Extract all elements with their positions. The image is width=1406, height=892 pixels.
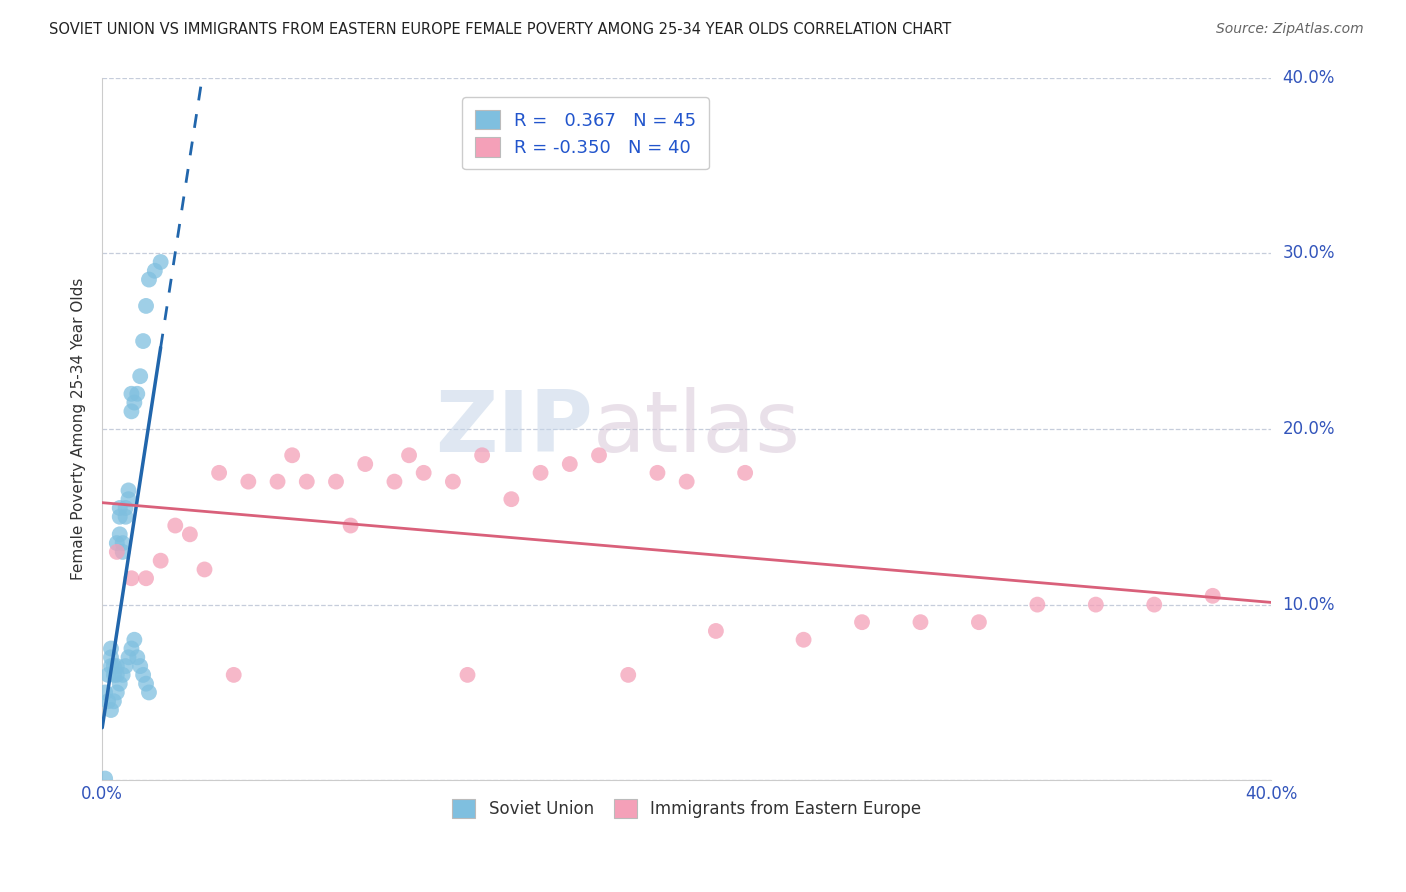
Point [100, 650, 122, 665]
Point [94, 772, 117, 786]
Point [457, 668, 479, 682]
Point [501, 492, 523, 507]
Point [734, 466, 756, 480]
Point [108, 676, 131, 690]
Y-axis label: Female Poverty Among 25-34 Year Olds: Female Poverty Among 25-34 Year Olds [72, 277, 86, 580]
Point [143, 264, 166, 278]
Point [117, 492, 139, 507]
Point [851, 615, 873, 630]
Point [100, 659, 122, 673]
Point [149, 255, 172, 269]
Point [105, 536, 128, 550]
Point [135, 571, 157, 585]
Point [325, 475, 347, 489]
Point [441, 475, 464, 489]
Point [281, 448, 304, 462]
Point [124, 632, 146, 647]
Point [100, 641, 122, 656]
Point [117, 650, 139, 665]
Point [1084, 598, 1107, 612]
Point [120, 386, 142, 401]
Point [1143, 598, 1166, 612]
Point [105, 668, 128, 682]
Point [647, 466, 669, 480]
Point [127, 650, 149, 665]
Point [94, 685, 117, 699]
Point [1202, 589, 1225, 603]
Point [97, 668, 120, 682]
Point [129, 659, 152, 673]
Point [222, 668, 245, 682]
Point [111, 536, 134, 550]
Point [108, 509, 131, 524]
Point [108, 500, 131, 515]
Point [135, 299, 157, 313]
Point [266, 475, 288, 489]
Point [1026, 598, 1049, 612]
Point [339, 518, 361, 533]
Point [120, 404, 142, 418]
Point [105, 685, 128, 699]
Point [193, 562, 215, 576]
Point [120, 641, 142, 656]
Point [103, 668, 125, 682]
Point [105, 659, 128, 673]
Point [208, 466, 231, 480]
Point [471, 448, 494, 462]
Text: 30.0%: 30.0% [1282, 244, 1334, 262]
Point [138, 685, 160, 699]
Point [354, 457, 377, 471]
Point [238, 475, 260, 489]
Legend: Soviet Union, Immigrants from Eastern Europe: Soviet Union, Immigrants from Eastern Eu… [446, 793, 928, 825]
Point [117, 483, 139, 498]
Point [108, 527, 131, 541]
Text: SOVIET UNION VS IMMIGRANTS FROM EASTERN EUROPE FEMALE POVERTY AMONG 25-34 YEAR O: SOVIET UNION VS IMMIGRANTS FROM EASTERN … [49, 22, 952, 37]
Point [704, 624, 727, 638]
Point [132, 334, 155, 348]
Text: 10.0%: 10.0% [1282, 596, 1334, 614]
Point [111, 668, 134, 682]
Text: Source: ZipAtlas.com: Source: ZipAtlas.com [1216, 22, 1364, 37]
Point [165, 518, 187, 533]
Point [114, 659, 136, 673]
Text: ZIP: ZIP [436, 387, 593, 470]
Text: 40.0%: 40.0% [1282, 69, 1334, 87]
Point [111, 545, 134, 559]
Point [127, 386, 149, 401]
Point [120, 571, 142, 585]
Point [967, 615, 990, 630]
Point [179, 527, 201, 541]
Point [675, 475, 697, 489]
Point [135, 676, 157, 690]
Point [129, 369, 152, 384]
Point [617, 668, 640, 682]
Point [588, 448, 610, 462]
Point [398, 448, 420, 462]
Point [793, 632, 815, 647]
Point [558, 457, 581, 471]
Text: atlas: atlas [593, 387, 801, 470]
Point [384, 475, 406, 489]
Point [103, 694, 125, 708]
Point [910, 615, 932, 630]
Text: 20.0%: 20.0% [1282, 420, 1334, 438]
Point [97, 694, 120, 708]
Point [100, 703, 122, 717]
Point [114, 509, 136, 524]
Point [529, 466, 551, 480]
Point [149, 554, 172, 568]
Point [114, 500, 136, 515]
Point [412, 466, 434, 480]
Point [132, 668, 155, 682]
Point [124, 395, 146, 409]
Point [138, 272, 160, 286]
Point [105, 545, 128, 559]
Point [103, 659, 125, 673]
Point [295, 475, 318, 489]
